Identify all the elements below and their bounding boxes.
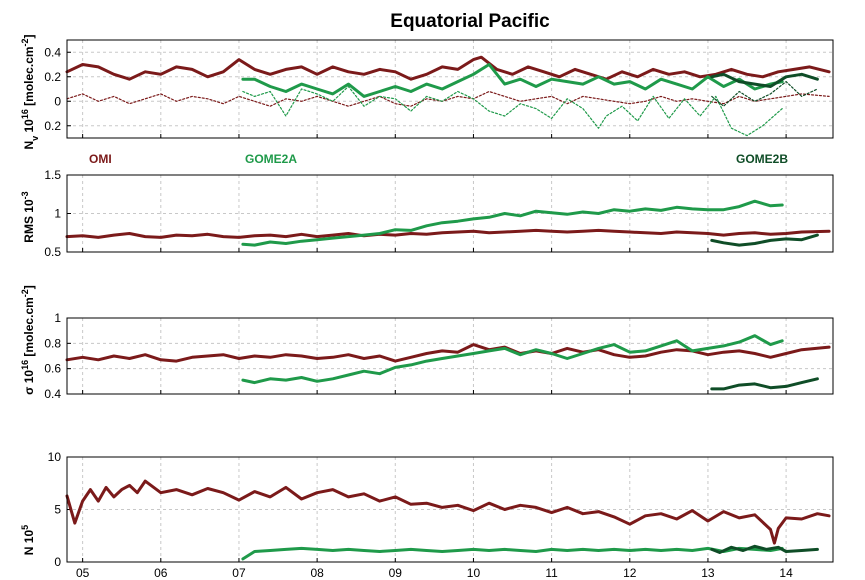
omi-label: OMI — [89, 152, 112, 166]
ylabel-1-unit: [molec.cm — [22, 46, 36, 109]
ylabel-panel-1: Nv 1016 [molec.cm-2] — [20, 34, 40, 149]
y-tick-label: 0.8 — [44, 336, 61, 350]
ylabel-3-sup: 16 — [20, 360, 30, 370]
panel-frame — [66, 39, 834, 139]
x-tick-label: 06 — [154, 566, 168, 580]
y-tick-label: 10 — [48, 450, 62, 464]
panel-frame — [66, 174, 834, 253]
ylabel-panel-4: N 105 — [20, 525, 36, 555]
ylabel-4-sup: 5 — [20, 525, 30, 530]
x-tick-label: 09 — [389, 566, 403, 580]
panel-2: 0.5 1 1.5 — [44, 168, 834, 259]
y-tick-label: 1 — [54, 311, 61, 325]
series-gome2b-solid — [710, 72, 819, 88]
panel-1: 0.4 0.2 0 0.2 — [44, 39, 834, 139]
y-tick-label: 1.5 — [44, 168, 61, 182]
panel-frame — [66, 456, 834, 563]
series-gome2b-dotted — [711, 81, 818, 107]
y-tick-label: 0.2 — [44, 119, 61, 133]
y-tick-label: 5 — [54, 503, 61, 517]
y-tick-label: 0.2 — [44, 70, 61, 84]
ylabel-1-unit-sup: -2 — [20, 38, 30, 46]
chart-title: Equatorial Pacific — [390, 11, 550, 32]
ylabel-4-main: N 10 — [22, 530, 36, 556]
series-omi-solid — [65, 55, 831, 81]
ylabel-3-main: σ 10 — [22, 370, 36, 395]
ylabel-2-sup: -3 — [20, 191, 30, 199]
x-tick-label: 07 — [232, 566, 246, 580]
ylabel-panel-3: σ 1016 [molec.cm-2] — [20, 285, 36, 395]
panel-4: 0 5 10 — [48, 450, 834, 569]
series-gome2b-solid — [710, 377, 819, 391]
series-gome2a-dotted — [242, 85, 783, 137]
y-tick-label: 1 — [54, 207, 61, 221]
series-gome2b-solid — [710, 544, 819, 554]
y-tick-label: 0 — [54, 555, 61, 569]
y-tick-label: 0.4 — [44, 45, 61, 59]
ylabel-2-main: RMS 10 — [22, 199, 36, 243]
gome2b-label: GOME2B — [736, 152, 788, 166]
series-omi-solid — [65, 228, 831, 239]
y-tick-label: 0.4 — [44, 387, 61, 401]
x-tick-label: 08 — [310, 566, 324, 580]
panel-3: 0.4 0.6 0.8 1 — [44, 311, 834, 401]
x-tick-label: 11 — [545, 566, 558, 580]
x-tick-label: 13 — [701, 566, 715, 580]
x-tick-label: 14 — [779, 566, 793, 580]
ylabel-3-end: ] — [22, 285, 36, 289]
x-tick-label: 12 — [623, 566, 637, 580]
x-axis: 05 06 07 08 09 10 11 12 13 14 — [76, 566, 793, 580]
ylabel-panel-2: RMS 10-3 — [20, 191, 36, 242]
series-gome2a-solid — [241, 199, 784, 247]
panel-frame — [66, 317, 834, 395]
x-tick-label: 10 — [467, 566, 481, 580]
ylabel-3-unit: [molec.cm — [22, 297, 36, 360]
series-gome2b-solid — [710, 233, 819, 247]
y-tick-label: 0.5 — [44, 245, 61, 259]
series-gome2a-solid — [241, 546, 784, 561]
series-gome2a-solid — [241, 63, 784, 98]
ylabel-3-unit-sup: -2 — [20, 289, 30, 297]
gome2a-label: GOME2A — [245, 152, 297, 166]
ylabel-1-main: N — [22, 141, 36, 150]
ylabel-1-sup: 16 — [20, 109, 30, 119]
series-gome2a-solid — [241, 334, 784, 385]
ylabel-1-end: ] — [22, 34, 36, 38]
y-tick-label: 0.6 — [44, 362, 61, 376]
ylabel-1-sub: v — [30, 136, 40, 141]
y-tick-label: 0 — [54, 94, 61, 108]
ylabel-1-mid: 10 — [22, 119, 36, 136]
x-tick-label: 05 — [76, 566, 90, 580]
series-omi-solid — [65, 479, 831, 545]
